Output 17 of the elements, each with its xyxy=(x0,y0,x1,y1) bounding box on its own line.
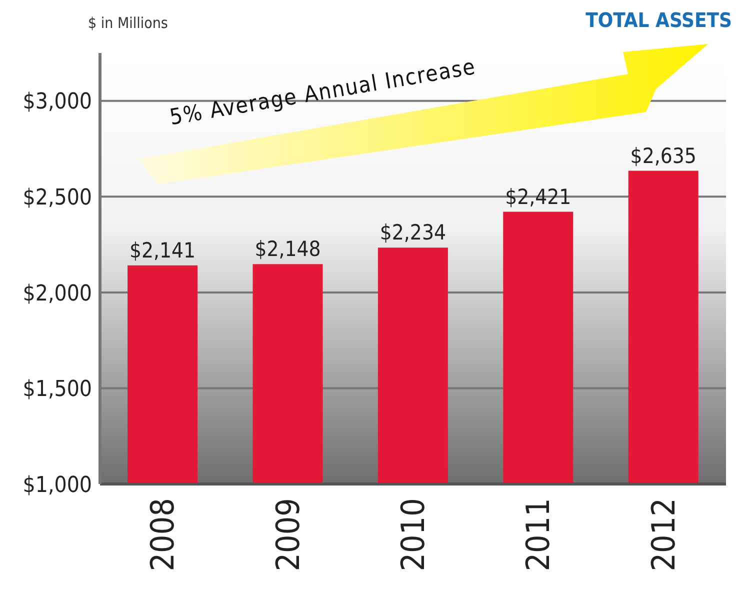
x-tick-label: 2011 xyxy=(519,498,558,572)
x-tick-label: 2009 xyxy=(268,498,307,572)
x-tick-label: 2008 xyxy=(144,498,182,572)
chart-title: TOTAL ASSETS xyxy=(586,8,732,32)
x-tick-label: 2012 xyxy=(644,498,682,572)
y-tick-label: $1,000 xyxy=(22,472,92,498)
data-label: $2,141 xyxy=(129,238,196,262)
data-label: $2,234 xyxy=(380,220,446,245)
y-tick-label: $1,500 xyxy=(22,377,92,402)
x-tick-label: 2010 xyxy=(394,498,432,572)
data-label: $2,148 xyxy=(254,237,321,262)
y-tick-label: $2,000 xyxy=(22,281,92,306)
data-label: $2,635 xyxy=(630,144,696,168)
y-tick-label: $3,000 xyxy=(22,90,92,115)
y-tick-label: $2,500 xyxy=(22,185,92,210)
annotation: 5% Average Annual Increase xyxy=(168,54,478,131)
y-axis-title: $ in Millions xyxy=(88,14,168,32)
